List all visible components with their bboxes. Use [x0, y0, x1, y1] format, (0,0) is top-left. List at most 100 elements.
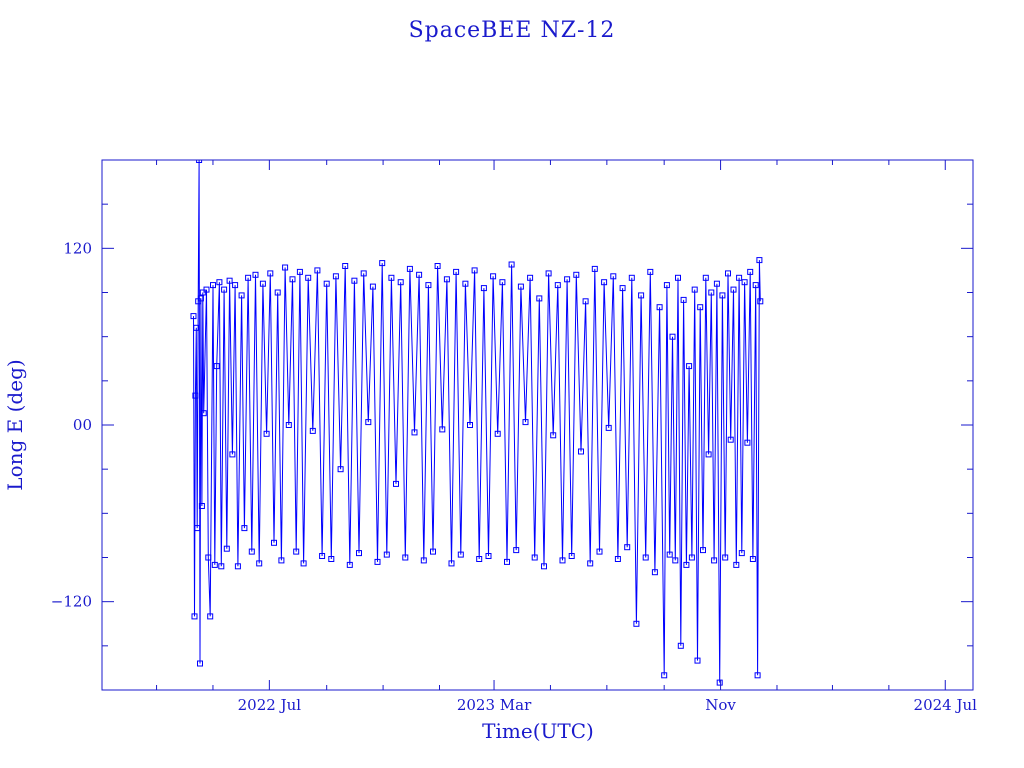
- data-point: [680, 296, 687, 303]
- data-point: [666, 551, 673, 558]
- data-point: [342, 263, 349, 269]
- data-point: [379, 260, 386, 267]
- data-point: [193, 324, 200, 331]
- data-point: [232, 282, 239, 289]
- y-axis-label: Long E (deg): [3, 359, 27, 490]
- data-point: [434, 263, 441, 269]
- data-point: [672, 557, 679, 564]
- data-point: [425, 282, 432, 289]
- data-point: [356, 550, 362, 557]
- data-point: [730, 286, 737, 293]
- data-point: [705, 451, 712, 458]
- data-point: [256, 560, 263, 567]
- data-point: [733, 561, 740, 568]
- data-point: [508, 261, 515, 268]
- data-point: [192, 392, 199, 399]
- x-tick-label: 2024 Jul: [914, 696, 978, 714]
- data-point: [213, 363, 220, 370]
- data-point: [198, 503, 205, 509]
- data-point: [675, 274, 681, 281]
- series-line: [193, 160, 761, 683]
- data-point: [638, 292, 645, 299]
- data-point: [517, 283, 524, 290]
- data-point: [591, 265, 598, 272]
- data-point: [738, 550, 745, 557]
- data-point: [397, 279, 404, 286]
- data-point: [406, 265, 413, 272]
- data-point: [210, 282, 216, 289]
- x-axis-label: Time(UTC): [482, 719, 594, 743]
- data-point: [485, 553, 492, 559]
- data-point: [513, 547, 520, 554]
- data-point: [467, 422, 473, 428]
- data-point: [722, 554, 729, 561]
- data-point: [223, 545, 230, 552]
- y-tick-label: 120: [63, 239, 92, 257]
- data-point: [218, 563, 225, 570]
- data-point: [383, 551, 390, 558]
- data-point: [536, 295, 543, 302]
- data-point: [727, 436, 734, 443]
- data-point: [578, 448, 584, 455]
- data-point: [453, 268, 460, 275]
- data-point: [365, 419, 372, 426]
- data-point: [628, 274, 635, 281]
- data-point: [360, 270, 367, 277]
- data-point: [388, 274, 395, 281]
- data-point: [686, 363, 693, 370]
- y-tick-label: 00: [73, 416, 92, 434]
- data-point: [480, 285, 487, 292]
- data-point: [610, 273, 617, 280]
- data-point: [430, 548, 436, 555]
- data-point: [736, 274, 743, 281]
- data-point: [252, 271, 259, 278]
- data-point: [319, 553, 326, 559]
- data-point: [285, 422, 292, 428]
- data-point: [332, 273, 339, 280]
- data-point: [700, 547, 706, 554]
- data-point: [756, 257, 763, 264]
- data-point: [245, 274, 252, 281]
- data-point: [683, 561, 690, 568]
- data-point: [411, 429, 418, 436]
- data-point: [420, 557, 427, 564]
- data-point: [462, 280, 469, 287]
- data-point: [691, 286, 698, 293]
- data-point: [702, 274, 709, 281]
- data-point: [663, 282, 670, 289]
- data-point: [754, 672, 761, 679]
- data-point: [744, 439, 751, 446]
- data-point: [619, 285, 626, 292]
- data-point: [207, 613, 214, 620]
- data-point: [190, 313, 197, 320]
- data-point: [221, 286, 228, 293]
- data-point: [757, 298, 764, 305]
- data-point: [229, 451, 236, 458]
- data-point: [203, 286, 210, 293]
- data-point: [393, 480, 399, 487]
- data-point: [323, 280, 330, 287]
- data-point: [289, 276, 296, 283]
- data-point: [554, 282, 561, 289]
- data-point: [596, 548, 603, 555]
- chart-title: SpaceBEE NZ-12: [409, 18, 616, 43]
- data-point: [713, 280, 720, 287]
- data-point: [642, 554, 649, 561]
- data-point: [633, 620, 640, 627]
- data-point: [651, 569, 658, 576]
- data-point: [197, 660, 203, 667]
- data-point: [267, 270, 274, 277]
- data-point: [504, 558, 510, 565]
- data-point: [197, 295, 204, 302]
- data-point: [559, 557, 566, 564]
- data-point: [337, 466, 344, 473]
- data-point: [494, 430, 501, 437]
- data-point: [708, 289, 715, 296]
- data-point: [719, 292, 726, 299]
- data-point: [241, 525, 248, 532]
- data-point: [205, 554, 212, 561]
- data-point: [541, 563, 547, 570]
- data-point: [402, 554, 409, 561]
- data-point: [374, 558, 381, 565]
- data-point: [677, 642, 684, 649]
